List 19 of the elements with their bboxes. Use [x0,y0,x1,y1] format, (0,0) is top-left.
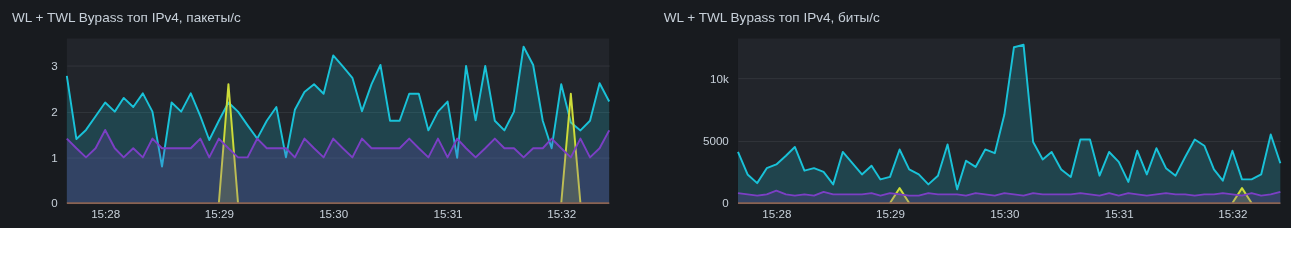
x-tick-label: 15:28 [91,207,121,221]
x-tick-label: 15:31 [433,207,463,221]
y-tick-label: 1 [51,150,58,164]
y-tick-label: 3 [51,59,58,73]
y-tick-label: 10k [710,71,729,85]
x-tick-label: 15:29 [875,207,906,221]
x-tick-label: 15:30 [319,207,349,221]
x-tick-label: 15:30 [990,207,1020,221]
y-tick-label: 2 [51,104,58,118]
y-tick-label: 5000 [702,134,729,148]
x-tick-label: 15:32 [1218,207,1248,221]
x-tick-label: 15:29 [204,207,234,221]
chart-title: WL + TWL Bypass топ IPv4, пакеты/с [11,9,242,25]
y-tick-label: 0 [722,196,729,210]
x-tick-label: 15:32 [547,207,577,221]
y-tick-label: 0 [51,196,58,210]
x-tick-label: 15:31 [1104,207,1134,221]
x-tick-label: 15:28 [762,207,792,221]
chart-title: WL + TWL Bypass топ IPv4, биты/с [663,9,881,25]
